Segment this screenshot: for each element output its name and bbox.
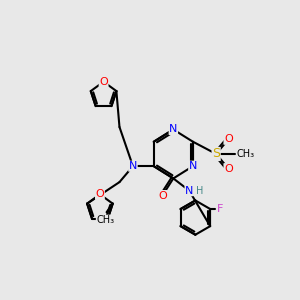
Text: N: N — [129, 161, 137, 171]
Text: O: O — [95, 189, 104, 199]
Text: N: N — [185, 186, 194, 196]
Text: CH₃: CH₃ — [96, 215, 114, 225]
Text: H: H — [196, 186, 203, 196]
Text: O: O — [224, 164, 233, 174]
Text: O: O — [158, 190, 167, 201]
Text: F: F — [217, 204, 223, 214]
Text: N: N — [169, 124, 178, 134]
Text: CH₃: CH₃ — [236, 149, 255, 159]
Text: S: S — [212, 147, 220, 161]
Text: O: O — [99, 77, 108, 87]
Text: O: O — [224, 134, 233, 144]
Text: N: N — [189, 161, 197, 171]
